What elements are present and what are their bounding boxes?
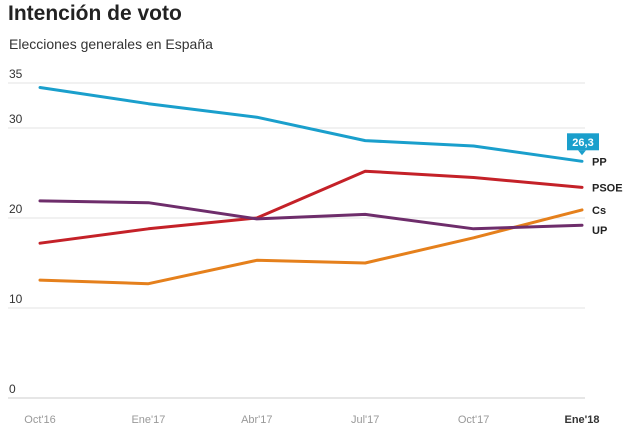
series-line-psoe (38, 169, 584, 245)
chart-subtitle: Elecciones generales en España (9, 36, 213, 52)
x-tick-label: Jul'17 (351, 414, 379, 426)
x-tick-label: Ene'18 (564, 414, 599, 426)
series-label-cs: Cs (592, 205, 606, 217)
value-callout-box (567, 133, 599, 151)
x-tick-label: Ene'17 (131, 414, 165, 426)
value-callout-label: 26,3 (572, 137, 593, 149)
y-tick-label: 20 (9, 202, 23, 216)
series-label-psoe: PSOE (592, 182, 623, 194)
series-line-pp (38, 86, 584, 163)
x-tick-label: Abr'17 (241, 414, 272, 426)
chart-title: Intención de voto (8, 2, 182, 25)
y-tick-label: 10 (9, 292, 23, 306)
series-line-up (38, 199, 584, 231)
x-tick-label: Oct'17 (458, 414, 489, 426)
y-tick-label: 30 (9, 112, 23, 126)
y-tick-label: 35 (9, 67, 23, 81)
x-tick-label: Oct'16 (24, 414, 55, 426)
value-callout-pointer (578, 150, 586, 156)
series-label-pp: PP (592, 156, 607, 168)
series-label-up: UP (592, 225, 607, 237)
series-line-cs (38, 208, 584, 286)
y-tick-label: 0 (9, 382, 16, 396)
